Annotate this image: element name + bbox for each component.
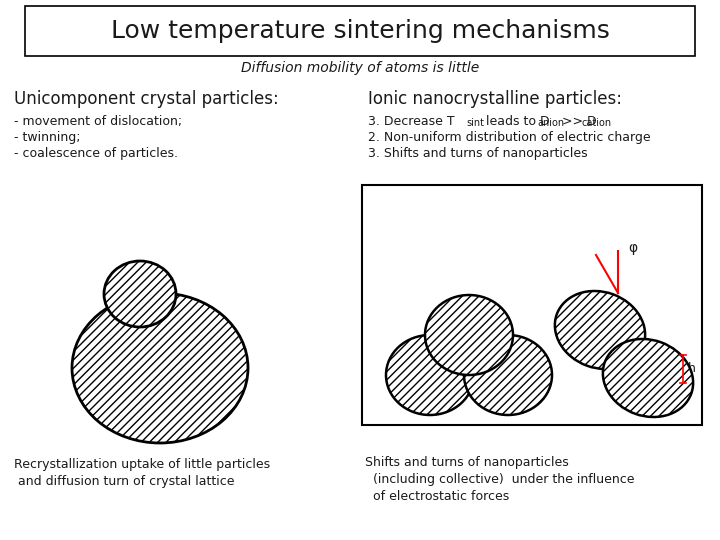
Text: leads to D: leads to D	[482, 115, 549, 128]
Ellipse shape	[72, 293, 248, 443]
Text: 3. Shifts and turns of nanoparticles: 3. Shifts and turns of nanoparticles	[368, 147, 588, 160]
Text: cation: cation	[581, 118, 611, 128]
Text: 2. Non-uniform distribution of electric charge: 2. Non-uniform distribution of electric …	[368, 131, 651, 144]
Ellipse shape	[104, 261, 176, 327]
FancyBboxPatch shape	[362, 185, 702, 425]
Text: Low temperature sintering mechanisms: Low temperature sintering mechanisms	[111, 19, 609, 43]
Text: Ionic nanocrystalline particles:: Ionic nanocrystalline particles:	[368, 90, 622, 108]
Text: - movement of dislocation;: - movement of dislocation;	[14, 115, 182, 128]
Text: φ: φ	[628, 241, 637, 255]
Text: Recrystallization uptake of little particles
 and diffusion turn of crystal latt: Recrystallization uptake of little parti…	[14, 458, 270, 488]
Text: >> D: >> D	[558, 115, 597, 128]
Text: - coalescence of particles.: - coalescence of particles.	[14, 147, 178, 160]
Text: sint: sint	[466, 118, 484, 128]
Ellipse shape	[425, 295, 513, 375]
Text: Diffusion mobility of atoms is little: Diffusion mobility of atoms is little	[241, 61, 479, 75]
Ellipse shape	[386, 335, 474, 415]
Ellipse shape	[603, 339, 693, 417]
Text: anion: anion	[537, 118, 564, 128]
Ellipse shape	[555, 291, 645, 369]
Ellipse shape	[464, 335, 552, 415]
Text: - twinning;: - twinning;	[14, 131, 81, 144]
FancyBboxPatch shape	[25, 6, 695, 56]
Text: Unicomponent crystal particles:: Unicomponent crystal particles:	[14, 90, 279, 108]
Text: Shifts and turns of nanoparticles
  (including collective)  under the influence
: Shifts and turns of nanoparticles (inclu…	[365, 456, 634, 503]
Text: h: h	[688, 362, 696, 375]
Text: 3. Decrease T: 3. Decrease T	[368, 115, 454, 128]
